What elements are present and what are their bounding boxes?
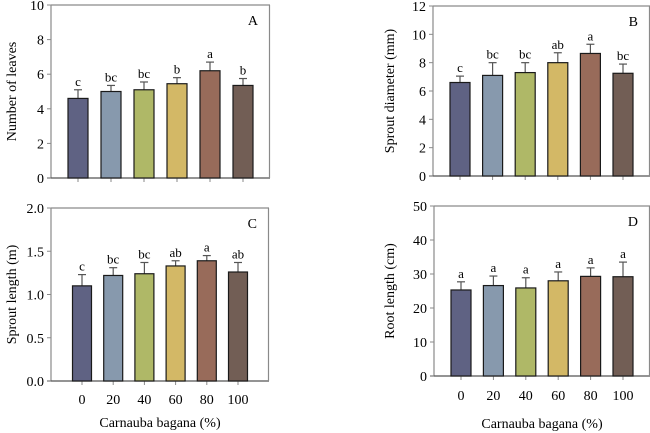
bar-20 xyxy=(103,274,124,382)
y-tick-label: 0.5 xyxy=(27,332,45,347)
significance-letter: bc xyxy=(138,246,151,261)
significance-letter: a xyxy=(523,262,529,277)
y-tick-label: 0 xyxy=(419,170,426,185)
y-tick-label: 6 xyxy=(37,68,44,83)
x-tick-label: 40 xyxy=(519,389,533,404)
significance-letter: ab xyxy=(169,245,181,260)
panel-letter: C xyxy=(248,217,257,232)
y-tick-label: 10 xyxy=(413,336,427,351)
significance-letter: a xyxy=(588,28,594,43)
y-tick-label: 4 xyxy=(37,103,44,118)
bar-100 xyxy=(232,84,254,179)
y-tick-label: 0.0 xyxy=(27,375,45,390)
x-tick-label: 40 xyxy=(137,393,151,408)
significance-letter: c xyxy=(457,60,463,75)
x-tick-label: 100 xyxy=(228,393,249,408)
significance-letter: a xyxy=(620,246,626,261)
significance-letter: b xyxy=(174,62,181,77)
significance-letter: a xyxy=(555,256,561,271)
bar-40 xyxy=(134,273,155,382)
panel-b: 0 2 4 6 8 10 12 Sprout diameter (mm) Bc bc bc ab a bc xyxy=(383,0,650,185)
bar-0 xyxy=(71,285,93,382)
x-tick-label: 60 xyxy=(551,389,565,404)
panel-letter: A xyxy=(248,14,259,29)
significance-letter: ab xyxy=(552,37,564,52)
bar-60 xyxy=(165,265,186,382)
bar-100 xyxy=(227,271,249,382)
y-tick-label: 8 xyxy=(419,57,426,72)
y-tick-label: 2 xyxy=(37,137,44,152)
y-tick-label: 12 xyxy=(412,0,426,15)
y-axis-title: Sprout length (m) xyxy=(5,244,20,344)
significance-letter: c xyxy=(75,74,81,89)
y-tick-label: 8 xyxy=(37,34,44,49)
x-tick-label: 60 xyxy=(169,393,183,408)
y-tick-label: 2.0 xyxy=(27,202,45,217)
significance-letter: c xyxy=(79,259,85,274)
x-tick-label: 20 xyxy=(486,389,500,404)
bar-40 xyxy=(515,287,537,377)
y-tick-label: 1.0 xyxy=(27,289,45,304)
x-tick-label: 0 xyxy=(458,389,465,404)
significance-letter: a xyxy=(207,46,213,61)
panel-letter: B xyxy=(629,15,638,30)
significance-letter: a xyxy=(491,260,497,275)
panel-letter: D xyxy=(628,215,638,230)
bar-60 xyxy=(166,83,188,179)
y-axis-title: Root length (cm) xyxy=(383,243,398,339)
x-axis-title: Carnauba bagana (%) xyxy=(481,417,603,432)
significance-letter: bc xyxy=(486,47,499,62)
bar-0 xyxy=(449,81,471,177)
bar-80 xyxy=(199,70,221,179)
y-axis-title: Number of leaves xyxy=(5,42,20,142)
bar-60 xyxy=(547,280,569,377)
significance-letter: a xyxy=(204,240,210,255)
y-tick-label: 20 xyxy=(413,302,427,317)
x-tick-label: 80 xyxy=(584,389,598,404)
y-tick-label: 1.5 xyxy=(27,245,45,260)
y-tick-label: 4 xyxy=(419,113,426,128)
x-tick-label: 20 xyxy=(106,393,120,408)
y-tick-label: 6 xyxy=(419,85,426,100)
bar-40 xyxy=(133,89,155,179)
bar-20 xyxy=(100,90,122,179)
bar-20 xyxy=(482,284,504,377)
bar-40 xyxy=(514,71,536,177)
bar-80 xyxy=(579,52,602,177)
panel-d: 0 10 20 30 40 50 Root length (cm) Da 0 a 20 a 40 a 60 a… xyxy=(383,200,650,432)
significance-letter: a xyxy=(588,252,594,267)
panel-c: 0.0 0.5 1.0 1.5 2.0 Sprout length (m) Cc 0 bc 20 b… xyxy=(5,202,270,431)
significance-letter: bc xyxy=(107,252,120,267)
bar-80 xyxy=(579,275,602,377)
x-tick-label: 100 xyxy=(613,389,634,404)
y-tick-label: 0 xyxy=(37,172,44,187)
bar-100 xyxy=(612,276,634,377)
significance-letter: ab xyxy=(232,246,244,261)
y-tick-label: 2 xyxy=(419,142,426,157)
y-tick-label: 10 xyxy=(30,0,44,14)
bar-80 xyxy=(196,260,217,382)
panel-a: 0 2 4 6 8 10 Number of leaves Ac bc bc b a b xyxy=(5,0,271,187)
significance-letter: bc xyxy=(617,48,630,63)
y-tick-label: 30 xyxy=(413,268,427,283)
x-tick-label: 80 xyxy=(200,393,214,408)
y-tick-label: 0 xyxy=(420,370,427,385)
bar-20 xyxy=(482,74,504,177)
bar-0 xyxy=(67,97,89,179)
significance-letter: b xyxy=(240,63,247,78)
significance-letter: bc xyxy=(519,47,532,62)
x-axis-title: Carnauba bagana (%) xyxy=(99,416,221,431)
bar-100 xyxy=(612,72,634,177)
significance-letter: bc xyxy=(105,69,118,84)
y-tick-label: 50 xyxy=(413,200,427,215)
x-tick-label: 0 xyxy=(79,393,86,408)
y-tick-label: 40 xyxy=(413,234,427,249)
y-axis-title: Sprout diameter (mm) xyxy=(383,28,398,153)
bar-0 xyxy=(450,289,472,377)
significance-letter: a xyxy=(458,266,464,281)
significance-letter: bc xyxy=(138,66,151,81)
bar-60 xyxy=(547,62,569,177)
y-tick-label: 10 xyxy=(412,28,426,43)
